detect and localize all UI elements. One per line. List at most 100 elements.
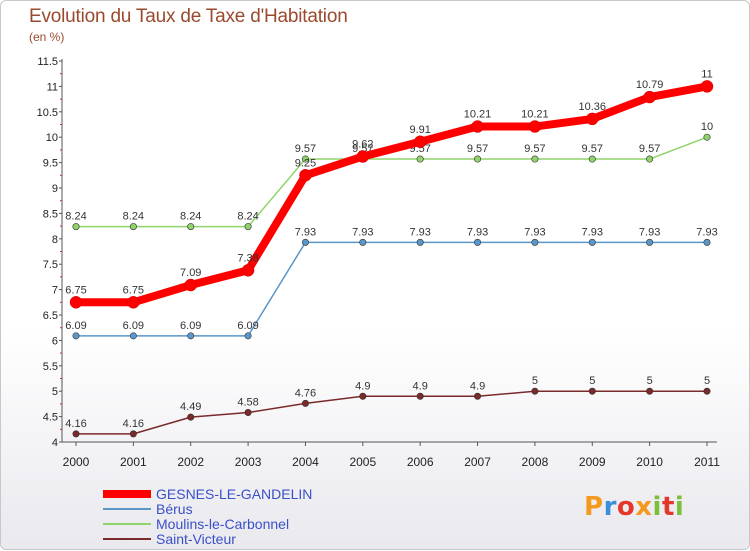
y-tick-label: 9 (52, 183, 58, 195)
data-point-3 (301, 399, 309, 407)
x-tick-label: 2007 (464, 455, 491, 469)
chart-title: Evolution du Taux de Taxe d'Habitation (29, 6, 348, 27)
series-line-0 (72, 82, 711, 307)
data-label-3: 4.16 (123, 418, 144, 430)
x-tick-label: 2000 (63, 455, 90, 469)
data-point-3 (703, 387, 711, 395)
data-label-0: 10.79 (636, 79, 664, 91)
y-tick-label: 5 (52, 386, 58, 398)
x-tick-label: 2004 (292, 455, 319, 469)
y-tick-label: 6.5 (43, 310, 58, 322)
legend-label-2: Moulins-le-Carbonnel (156, 516, 289, 532)
data-point-0 (69, 296, 83, 309)
data-label-3: 4.76 (295, 387, 316, 399)
y-tick-label: 4.5 (43, 412, 58, 424)
data-point-3 (646, 387, 654, 395)
data-point-0 (413, 135, 427, 149)
x-tick-label: 2010 (636, 455, 663, 469)
data-point-1 (416, 238, 424, 246)
data-label-2: 9.57 (524, 143, 545, 155)
data-label-3: 4.58 (237, 397, 258, 409)
x-tick-label: 2001 (120, 455, 147, 469)
data-label-2: 10 (701, 121, 713, 133)
data-point-0 (643, 90, 656, 104)
series-line-2 (75, 136, 708, 228)
data-point-0 (700, 80, 714, 93)
y-tick-label: 6 (52, 335, 58, 347)
data-label-0: 6.75 (65, 284, 86, 296)
y-tick-label: 11.5 (37, 56, 58, 68)
proxiti-logo: Proxiti (584, 492, 685, 522)
data-point-0 (184, 278, 197, 292)
data-label-0: 10.21 (521, 109, 549, 121)
data-label-1: 6.09 (237, 320, 258, 332)
data-point-1 (129, 332, 137, 340)
y-tick-label: 7 (52, 285, 58, 297)
data-label-2: 9.57 (639, 143, 660, 155)
data-label-0: 6.75 (123, 284, 144, 296)
x-tick-label: 2011 (694, 455, 720, 469)
data-point-1 (72, 332, 80, 340)
data-label-0: 10.21 (464, 109, 492, 121)
data-label-1: 7.93 (582, 226, 603, 238)
data-label-1: 6.09 (180, 320, 201, 332)
series-line-1 (75, 241, 708, 337)
data-label-2: 8.24 (237, 211, 258, 223)
data-point-0 (299, 169, 312, 182)
data-point-3 (416, 392, 424, 400)
data-label-1: 7.93 (295, 226, 316, 238)
data-point-0 (528, 120, 542, 133)
data-label-1: 7.93 (524, 226, 545, 238)
data-point-1 (301, 238, 309, 246)
data-label-2: 9.57 (582, 143, 603, 155)
data-point-3 (359, 392, 367, 400)
data-point-2 (72, 223, 80, 231)
data-point-3 (588, 387, 596, 395)
data-point-2 (416, 155, 424, 163)
data-point-2 (531, 155, 539, 163)
data-point-2 (703, 133, 711, 141)
x-tick-label: 2002 (177, 455, 204, 469)
data-label-0: 7.38 (237, 252, 258, 264)
data-label-3: 5 (532, 375, 538, 387)
y-tick-label: 8 (52, 234, 58, 246)
data-point-1 (588, 238, 596, 246)
data-label-3: 4.9 (470, 380, 485, 392)
y-tick-label: 11 (47, 81, 58, 93)
data-label-3: 4.9 (355, 380, 370, 392)
data-label-0: 7.09 (180, 267, 201, 279)
data-label-1: 6.09 (123, 320, 144, 332)
data-point-1 (359, 238, 367, 246)
data-point-3 (72, 430, 80, 438)
data-point-2 (646, 155, 654, 163)
data-point-2 (474, 155, 482, 163)
data-point-3 (531, 387, 539, 395)
data-point-3 (474, 392, 482, 400)
data-label-3: 4.9 (413, 380, 428, 392)
chart-subtitle: (en %) (29, 30, 65, 44)
data-label-1: 7.93 (352, 226, 373, 238)
data-label-2: 8.24 (65, 211, 86, 223)
data-point-3 (129, 430, 137, 438)
legend-label-0: GESNES-LE-GANDELIN (156, 486, 312, 502)
legend-label-3: Saint-Victeur (156, 531, 236, 547)
data-point-1 (474, 238, 482, 246)
data-label-3: 5 (589, 375, 595, 387)
data-label-1: 7.93 (696, 226, 717, 238)
data-label-3: 4.16 (65, 418, 86, 430)
data-label-1: 6.09 (65, 320, 86, 332)
data-point-3 (244, 409, 252, 417)
data-point-2 (588, 155, 596, 163)
x-tick-label: 2006 (407, 455, 434, 469)
data-label-3: 5 (647, 375, 653, 387)
x-tick-label: 2009 (579, 455, 606, 469)
series-line-3 (75, 390, 708, 435)
data-point-1 (244, 332, 252, 340)
data-label-2: 9.57 (467, 143, 488, 155)
data-point-2 (301, 155, 309, 163)
data-point-1 (187, 332, 195, 340)
data-label-1: 7.93 (467, 226, 488, 238)
data-label-2: 8.24 (123, 211, 144, 223)
data-point-2 (187, 223, 195, 231)
data-label-2: 8.24 (180, 211, 201, 223)
